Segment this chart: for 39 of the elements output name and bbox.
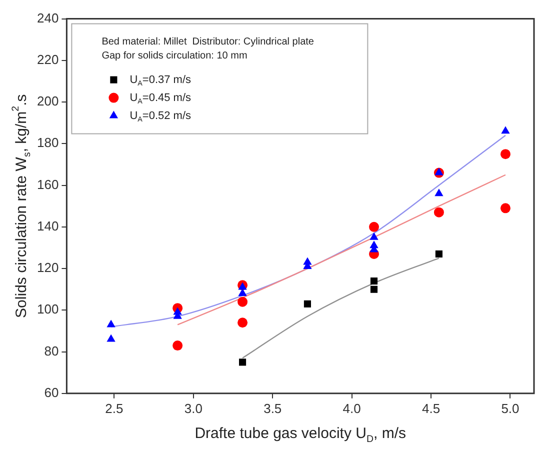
point <box>500 203 510 214</box>
point <box>106 334 116 342</box>
point <box>434 168 444 176</box>
y-tick-label: 120 <box>36 260 59 276</box>
y-tick-label: 80 <box>44 343 59 358</box>
point <box>304 300 312 308</box>
point <box>370 277 378 285</box>
point <box>500 149 510 160</box>
x-tick-label: 4.5 <box>422 400 440 416</box>
annotation: Gap for solids circulation: 10 mm <box>102 50 248 62</box>
x-tick-label: 3.5 <box>264 400 282 416</box>
point <box>238 288 247 296</box>
y-tick-label: 140 <box>36 218 59 234</box>
point <box>434 207 444 218</box>
point <box>501 126 510 134</box>
y-tick-label: 60 <box>44 384 59 400</box>
y-tick-label: 240 <box>36 10 59 26</box>
y-tick-label: 200 <box>36 94 59 109</box>
point <box>106 320 116 328</box>
x-tick-label: 3.0 <box>184 400 202 416</box>
point <box>369 222 380 232</box>
y-tick-label: 220 <box>36 52 59 67</box>
point <box>238 296 248 307</box>
point <box>238 318 248 328</box>
point <box>370 286 378 293</box>
x-tick-label: 4.0 <box>342 400 361 416</box>
point <box>435 250 442 258</box>
point <box>434 188 444 196</box>
line-series <box>176 174 506 326</box>
point <box>172 340 183 351</box>
y-axis-title: Solids circulation rate Ws, kg/m2.s <box>10 94 33 318</box>
y-tick-label: 160 <box>36 176 59 192</box>
y-tick-label: 100 <box>36 302 59 317</box>
point <box>238 358 246 366</box>
x-tick-label: 2.5 <box>105 400 124 416</box>
y-tick-label: 180 <box>36 135 59 150</box>
annotation: Bed material: Millet Distributor: Cylindrical plate <box>102 36 314 48</box>
x-tick-label: 5.0 <box>501 400 520 416</box>
point <box>370 232 378 240</box>
